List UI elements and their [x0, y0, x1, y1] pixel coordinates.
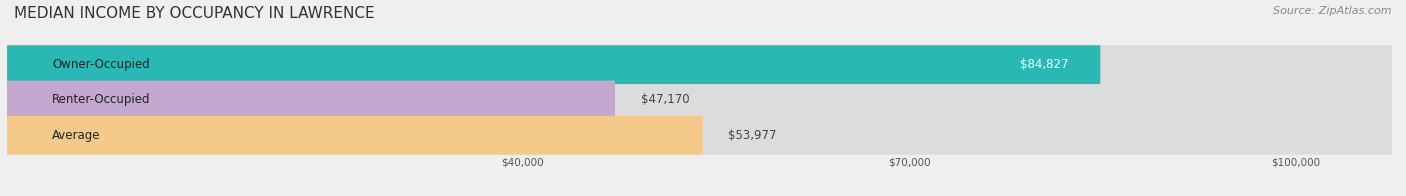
FancyBboxPatch shape — [7, 81, 614, 119]
FancyBboxPatch shape — [7, 81, 1392, 119]
Text: $84,827: $84,827 — [1019, 58, 1069, 71]
FancyBboxPatch shape — [7, 116, 1392, 155]
FancyBboxPatch shape — [7, 45, 1101, 84]
Text: MEDIAN INCOME BY OCCUPANCY IN LAWRENCE: MEDIAN INCOME BY OCCUPANCY IN LAWRENCE — [14, 6, 374, 21]
FancyBboxPatch shape — [7, 116, 703, 155]
Text: $53,977: $53,977 — [728, 129, 778, 142]
Text: Average: Average — [52, 129, 101, 142]
FancyBboxPatch shape — [7, 45, 1392, 84]
Text: Renter-Occupied: Renter-Occupied — [52, 93, 150, 106]
Text: Source: ZipAtlas.com: Source: ZipAtlas.com — [1274, 6, 1392, 16]
Text: $47,170: $47,170 — [641, 93, 689, 106]
Text: Owner-Occupied: Owner-Occupied — [52, 58, 150, 71]
